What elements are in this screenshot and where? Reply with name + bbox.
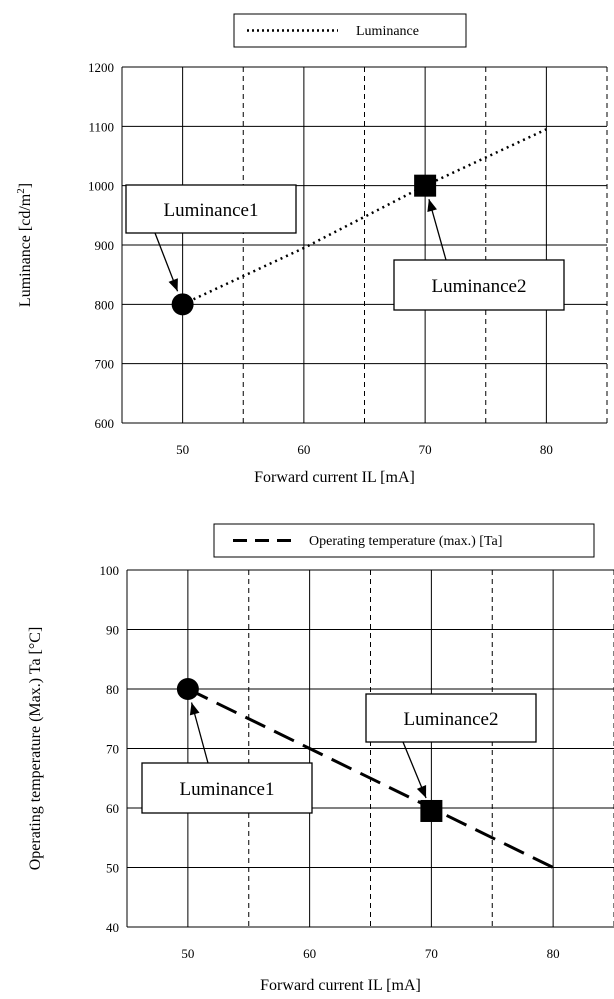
callout-arrow-head	[168, 278, 178, 292]
y-tick-label: 900	[95, 238, 115, 253]
callout-arrow-head	[416, 785, 427, 799]
x-tick-label: 80	[547, 946, 560, 961]
y-axis-title: Luminance [cd/m2]	[15, 183, 34, 307]
callout-arrow-head	[189, 702, 200, 716]
callout-box	[125, 184, 297, 234]
legend-label: Operating temperature (max.) [Ta]	[309, 534, 502, 549]
callout-label: Luminance2	[432, 276, 527, 297]
callout-label: Luminance1	[180, 779, 275, 800]
y-tick-label: 600	[95, 416, 115, 431]
x-tick-label: 60	[297, 442, 310, 457]
y-tick-label: 100	[100, 563, 120, 578]
y-tick-label: 700	[95, 357, 115, 372]
legend-box	[233, 13, 467, 48]
y-tick-label: 800	[95, 297, 115, 312]
x-tick-label: 70	[425, 946, 438, 961]
y-tick-label: 70	[106, 742, 119, 757]
y-tick-label: 60	[106, 801, 119, 816]
callout-box	[365, 693, 537, 743]
y-tick-label: 90	[106, 623, 119, 638]
x-tick-label: 50	[176, 442, 189, 457]
y-tick-label: 1000	[88, 179, 114, 194]
y-axis-title: Operating temperature (Max.) Ta [°C]	[27, 627, 44, 871]
x-tick-label: 80	[540, 442, 553, 457]
callout-label: Luminance2	[404, 709, 499, 730]
callout-box	[141, 762, 313, 814]
luminance-chart: 600 700 800 900 1000 1100 1200 50 60 70 80 Forward …	[15, 13, 608, 486]
x-axis-title: Forward current IL [mA]	[254, 469, 415, 486]
x-tick-label: 60	[303, 946, 316, 961]
series-line	[187, 687, 554, 869]
x-tick-label: 70	[419, 442, 432, 457]
y-tick-label: 50	[106, 861, 119, 876]
x-tick-label: 50	[181, 946, 194, 961]
legend-label: Luminance	[356, 24, 419, 39]
y-tick-label: 40	[106, 920, 119, 935]
callout-label: Luminance1	[164, 200, 259, 221]
x-axis-title: Forward current IL [mA]	[260, 977, 421, 994]
y-tick-label: 1200	[88, 60, 114, 75]
callout-box	[393, 259, 565, 311]
series-line	[182, 128, 547, 306]
y-tick-label: 80	[106, 682, 119, 697]
legend-box	[213, 523, 595, 558]
temperature-chart: 40 50 60 70 80 90 100 50 60 70 80 Forward current I…	[27, 523, 614, 994]
y-tick-label: 1100	[88, 119, 114, 134]
data-point-square	[420, 799, 443, 822]
data-point-square	[414, 174, 437, 197]
data-point-circle	[176, 678, 199, 700]
callout-arrow-head	[427, 199, 437, 213]
data-point-circle	[171, 293, 194, 316]
